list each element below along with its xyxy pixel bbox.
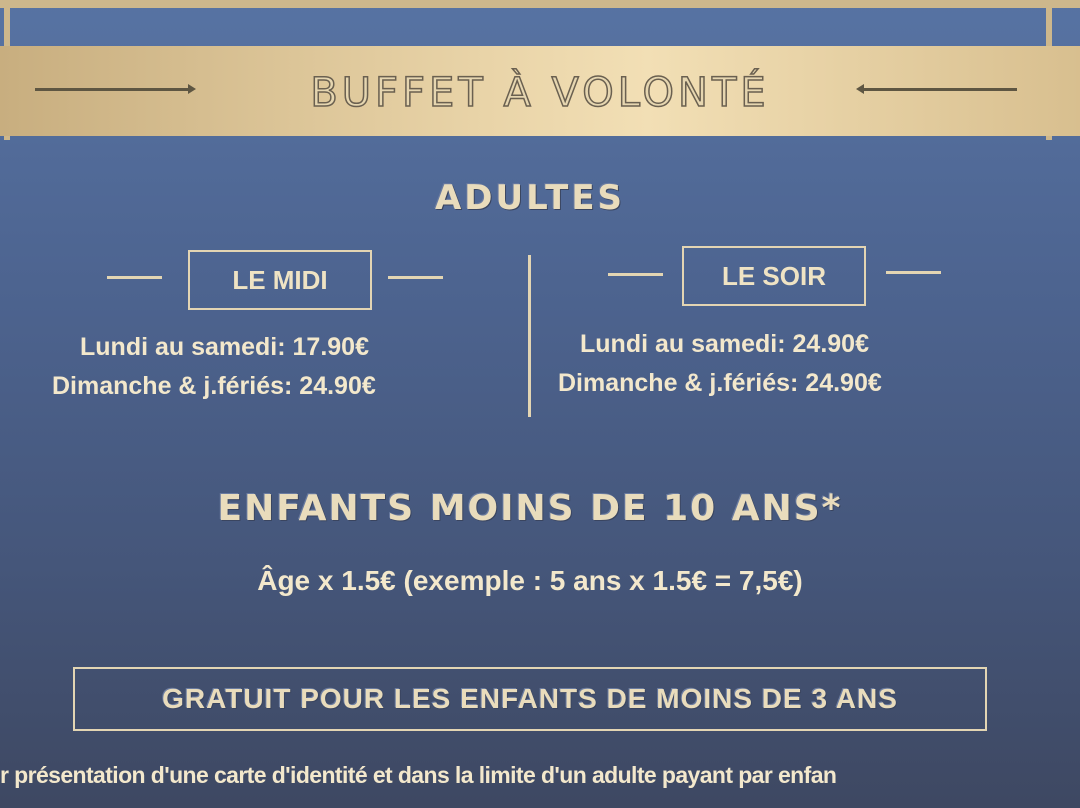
menu-title: BUFFET À VOLONTÉ — [310, 69, 770, 117]
adults-heading: ADULTES — [434, 178, 626, 218]
dash — [886, 271, 941, 274]
dash — [388, 276, 443, 279]
children-price-rule: Âge x 1.5€ (exemple : 5 ans x 1.5€ = 7,5… — [257, 565, 803, 596]
midi-label-box: LE MIDI — [188, 250, 372, 310]
midi-weekday-price: Lundi au samedi: 17.90€ — [80, 333, 369, 361]
free-under-3-box: GRATUIT POUR LES ENFANTS DE MOINS DE 3 A… — [73, 667, 987, 731]
soir-label-box: LE SOIR — [682, 246, 866, 306]
column-divider — [528, 255, 531, 417]
soir-weekday-price: Lundi au samedi: 24.90€ — [580, 330, 869, 358]
title-band — [0, 46, 1080, 136]
arrow-right-icon — [35, 84, 196, 94]
children-heading: ENFANTS MOINS DE 10 ANS* — [217, 488, 843, 529]
top-gold-border — [0, 0, 1080, 8]
midi-sunday-price: Dimanche & j.fériés: 24.90€ — [52, 372, 376, 400]
dash — [608, 273, 663, 276]
arrow-left-icon — [856, 84, 1017, 94]
soir-sunday-price: Dimanche & j.fériés: 24.90€ — [558, 369, 882, 397]
dash — [107, 276, 162, 279]
footnote: r présentation d'une carte d'identité et… — [0, 762, 837, 788]
